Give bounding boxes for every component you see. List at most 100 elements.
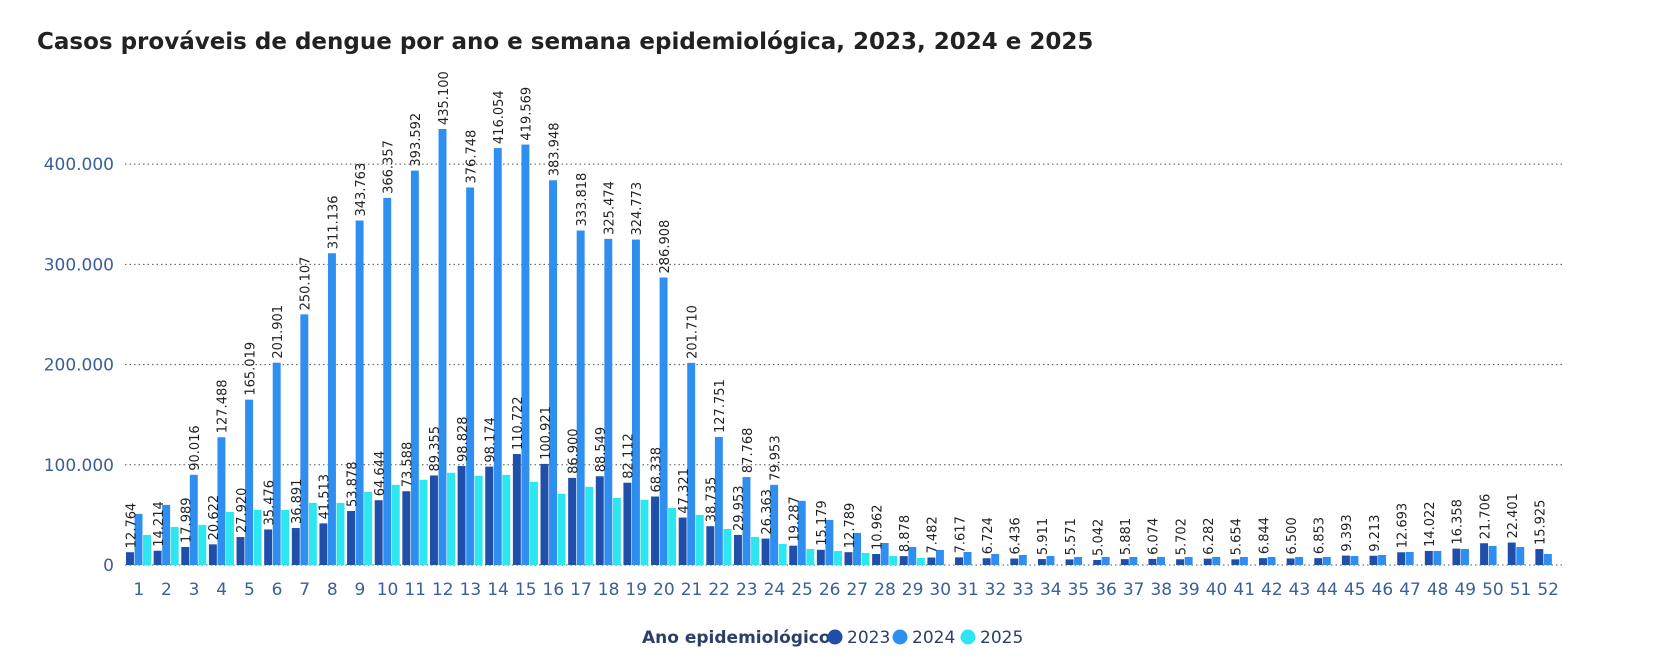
bar-2023-week-52[interactable] <box>1535 549 1544 565</box>
bar-2025-week-24[interactable] <box>778 543 787 565</box>
bar-2025-week-29[interactable] <box>916 557 925 565</box>
bar-2023-week-2[interactable] <box>153 550 162 565</box>
bar-2024-week-31[interactable] <box>963 551 972 565</box>
bar-2024-week-33[interactable] <box>1018 554 1027 565</box>
bar-2024-week-28[interactable] <box>880 542 889 565</box>
bar-2023-week-24[interactable] <box>761 538 770 565</box>
bar-2023-week-38[interactable] <box>1148 558 1157 565</box>
bar-2025-week-16[interactable] <box>557 493 566 565</box>
bar-2024-week-25[interactable] <box>797 500 806 565</box>
bar-2024-week-52[interactable] <box>1543 553 1552 565</box>
bar-2025-week-10[interactable] <box>391 484 400 565</box>
legend-marker-2025[interactable] <box>960 629 976 645</box>
bar-2025-week-17[interactable] <box>585 486 594 565</box>
bar-2025-week-9[interactable] <box>364 491 373 565</box>
bar-2025-week-1[interactable] <box>143 534 152 565</box>
bar-2025-week-14[interactable] <box>502 474 511 565</box>
bar-2025-week-2[interactable] <box>170 526 179 565</box>
bar-2024-week-29[interactable] <box>908 546 917 565</box>
bar-2023-week-17[interactable] <box>568 477 577 565</box>
bar-2024-week-6[interactable] <box>272 362 281 565</box>
bar-2024-week-18[interactable] <box>604 238 613 565</box>
bar-2023-week-26[interactable] <box>816 549 825 565</box>
bar-2024-week-40[interactable] <box>1212 556 1221 565</box>
bar-2024-week-45[interactable] <box>1350 555 1359 565</box>
bar-2024-week-48[interactable] <box>1433 550 1442 565</box>
bar-2023-week-12[interactable] <box>429 475 438 565</box>
bar-2023-week-29[interactable] <box>899 556 908 565</box>
bar-2023-week-19[interactable] <box>623 482 632 565</box>
bar-2024-week-23[interactable] <box>742 477 751 565</box>
bar-2024-week-24[interactable] <box>770 484 779 565</box>
bar-2025-week-20[interactable] <box>668 507 677 565</box>
bar-2023-week-20[interactable] <box>651 496 660 565</box>
bar-2023-week-40[interactable] <box>1203 558 1212 565</box>
bar-2023-week-46[interactable] <box>1369 555 1378 565</box>
bar-2023-week-23[interactable] <box>733 534 742 565</box>
bar-2024-week-51[interactable] <box>1516 546 1525 565</box>
bar-2025-week-22[interactable] <box>723 528 732 565</box>
bar-2024-week-27[interactable] <box>853 532 861 565</box>
bar-2024-week-10[interactable] <box>383 197 392 565</box>
bar-2024-week-44[interactable] <box>1322 556 1331 565</box>
bar-2023-week-1[interactable] <box>126 552 134 565</box>
bar-2023-week-4[interactable] <box>208 544 217 565</box>
bar-2025-week-12[interactable] <box>447 472 456 565</box>
bar-2024-week-36[interactable] <box>1101 556 1110 565</box>
bar-2025-week-28[interactable] <box>889 555 898 565</box>
bar-2023-week-7[interactable] <box>291 528 300 565</box>
bar-2024-week-37[interactable] <box>1129 556 1138 565</box>
legend-marker-2024[interactable] <box>892 629 908 645</box>
bar-2023-week-37[interactable] <box>1120 559 1129 565</box>
bar-2024-week-50[interactable] <box>1488 545 1497 565</box>
bar-2023-week-16[interactable] <box>540 463 549 565</box>
bar-2023-week-35[interactable] <box>1065 559 1074 565</box>
bar-2025-week-27[interactable] <box>861 552 870 565</box>
bar-2024-week-49[interactable] <box>1461 548 1469 565</box>
bar-2025-week-21[interactable] <box>695 514 704 565</box>
bar-2024-week-9[interactable] <box>355 220 364 565</box>
bar-2024-week-42[interactable] <box>1267 556 1276 565</box>
bar-2024-week-38[interactable] <box>1157 556 1165 565</box>
bar-2023-week-32[interactable] <box>982 558 991 565</box>
bar-2024-week-1[interactable] <box>134 513 143 565</box>
bar-2024-week-46[interactable] <box>1378 554 1387 565</box>
bar-2023-week-48[interactable] <box>1424 550 1433 565</box>
bar-2023-week-44[interactable] <box>1314 558 1323 565</box>
bar-2023-week-5[interactable] <box>236 537 245 565</box>
bar-2024-week-7[interactable] <box>300 314 309 565</box>
bar-2023-week-9[interactable] <box>347 511 356 565</box>
bar-2023-week-25[interactable] <box>789 545 798 565</box>
bar-2024-week-41[interactable] <box>1239 556 1248 565</box>
bar-2025-week-8[interactable] <box>336 502 345 565</box>
bar-2023-week-43[interactable] <box>1286 558 1295 565</box>
bar-2023-week-45[interactable] <box>1341 555 1350 565</box>
bar-2025-week-19[interactable] <box>640 499 649 565</box>
bar-2025-week-7[interactable] <box>308 502 317 565</box>
bar-2023-week-21[interactable] <box>678 517 687 565</box>
bar-2024-week-30[interactable] <box>935 549 944 565</box>
bar-2024-week-43[interactable] <box>1295 556 1304 565</box>
bar-2024-week-17[interactable] <box>576 230 585 565</box>
bar-2024-week-26[interactable] <box>825 519 834 565</box>
bar-2023-week-14[interactable] <box>485 466 494 565</box>
bar-2024-week-35[interactable] <box>1074 556 1083 565</box>
bar-2024-week-5[interactable] <box>245 399 254 565</box>
bar-2025-week-13[interactable] <box>474 475 483 565</box>
bar-2024-week-21[interactable] <box>687 362 696 565</box>
bar-2025-week-4[interactable] <box>225 511 234 565</box>
bar-2025-week-11[interactable] <box>419 479 428 565</box>
bar-2023-week-31[interactable] <box>955 557 963 565</box>
bar-2023-week-13[interactable] <box>457 465 466 565</box>
bar-2023-week-11[interactable] <box>402 491 411 565</box>
bar-2024-week-3[interactable] <box>189 474 198 565</box>
bar-2024-week-22[interactable] <box>714 436 723 565</box>
bar-2025-week-25[interactable] <box>806 548 815 565</box>
bar-2024-week-20[interactable] <box>659 277 668 565</box>
bar-2023-week-51[interactable] <box>1507 542 1516 565</box>
bar-2023-week-6[interactable] <box>264 529 273 565</box>
bar-2024-week-16[interactable] <box>549 180 558 565</box>
bar-2024-week-39[interactable] <box>1184 556 1193 565</box>
bar-2024-week-14[interactable] <box>493 148 502 566</box>
bar-2023-week-47[interactable] <box>1397 552 1406 565</box>
